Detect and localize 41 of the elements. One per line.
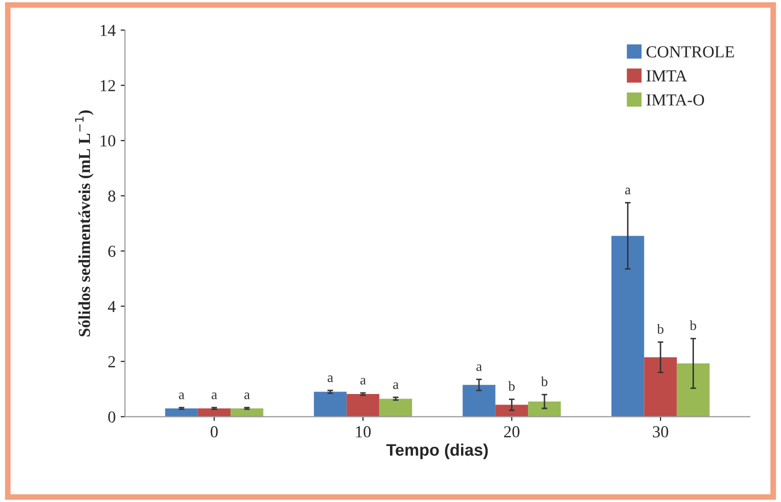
bar [314, 392, 347, 417]
data-label: a [393, 382, 399, 389]
y-tick-label: 14 [100, 24, 116, 36]
legend-label: CONTROLE [646, 46, 734, 58]
y-tick-label: 12 [100, 80, 116, 92]
data-label: a [244, 392, 250, 400]
data-label: a [212, 392, 218, 400]
bar [644, 357, 677, 417]
legend-label: IMTA-O [646, 94, 704, 106]
bar [346, 394, 380, 417]
x-tick-label: 30 [652, 426, 668, 438]
x-tick-label: 0 [210, 426, 218, 438]
y-axis-title: Sólidos sedimentáveis (mL L$^{−1}$) [75, 110, 94, 336]
x-axis-title: Tempo (dias) [386, 444, 488, 460]
data-label: b [690, 320, 696, 330]
y-tick-label: 10 [100, 135, 116, 147]
bar [198, 408, 231, 417]
bar [676, 363, 710, 417]
bar [462, 384, 496, 417]
legend-label: IMTA [646, 70, 688, 82]
data-label: a [360, 378, 366, 385]
x-tick-label: 10 [356, 426, 371, 438]
y-tick-label: 4 [108, 301, 116, 312]
y-tick-label: 2 [108, 356, 116, 368]
y-tick-label: 0 [108, 411, 116, 423]
x-tick-label: 20 [504, 426, 520, 438]
bar [165, 408, 198, 417]
bar [495, 404, 528, 417]
bar [611, 236, 644, 417]
y-tick-label: 8 [108, 190, 116, 202]
data-label: b [540, 376, 548, 386]
bar [379, 398, 412, 417]
data-label: a [625, 188, 631, 194]
data-label: a [476, 364, 482, 372]
data-label: a [328, 375, 334, 382]
bar [528, 401, 561, 417]
data-label: a [178, 392, 184, 400]
data-label: b [657, 324, 664, 334]
y-tick-label: 6 [108, 246, 116, 257]
data-label: b [508, 381, 515, 391]
bar [230, 408, 264, 417]
